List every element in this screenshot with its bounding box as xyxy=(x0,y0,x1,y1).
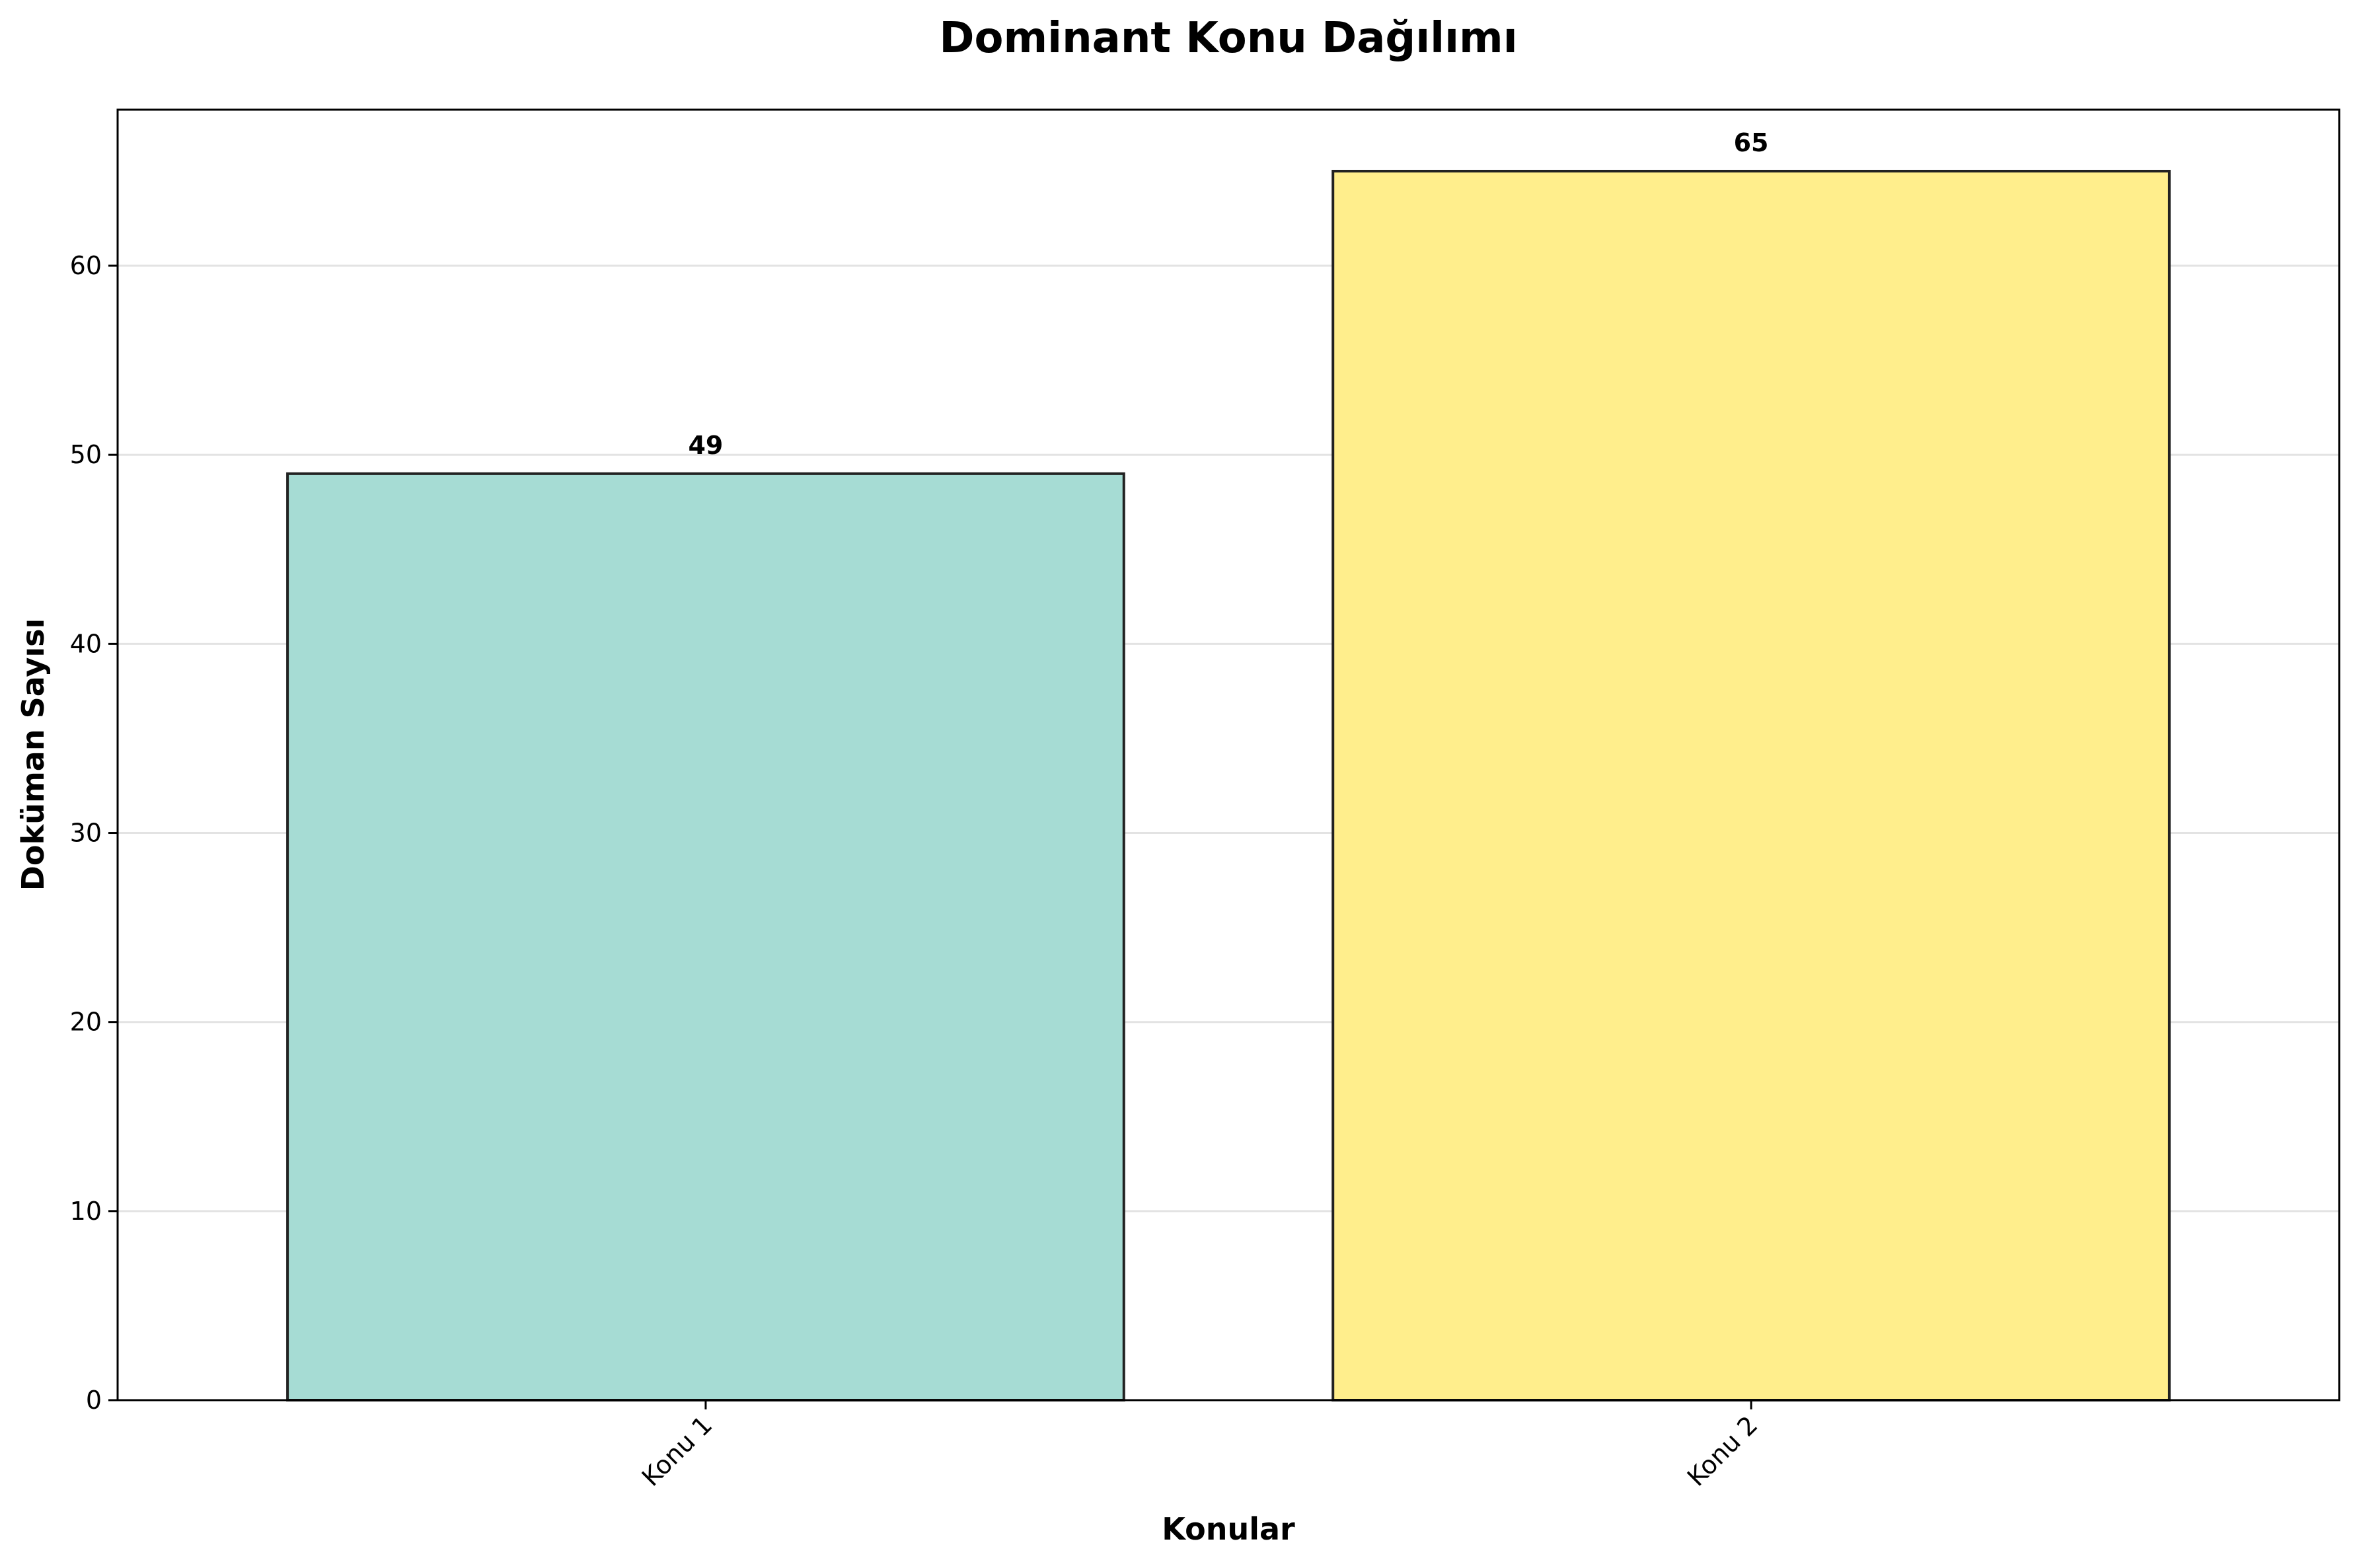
data-label: 49 xyxy=(688,431,723,460)
x-axis-label: Konular xyxy=(1162,1511,1295,1547)
plot-frame xyxy=(116,108,2341,1401)
y-tick-label: 10 xyxy=(70,1197,102,1226)
y-tick-label: 30 xyxy=(70,819,102,848)
y-axis-label: Doküman Sayısı xyxy=(15,618,51,891)
y-tick-label: 60 xyxy=(70,251,102,280)
data-label: 65 xyxy=(1734,128,1769,157)
y-tick-label: 40 xyxy=(70,629,102,658)
bars xyxy=(286,170,2171,1401)
bar-1 xyxy=(286,472,1125,1401)
data-labels: 49 65 xyxy=(688,128,1768,460)
y-axis-ticks: 0 10 20 30 40 50 60 xyxy=(70,251,118,1415)
y-tick-label: 20 xyxy=(70,1008,102,1037)
chart-title: Dominant Konu Dağılımı xyxy=(939,14,1517,63)
y-tick-label: 50 xyxy=(70,440,102,469)
y-tick-label: 0 xyxy=(86,1386,102,1415)
bar-2 xyxy=(1331,170,2171,1401)
